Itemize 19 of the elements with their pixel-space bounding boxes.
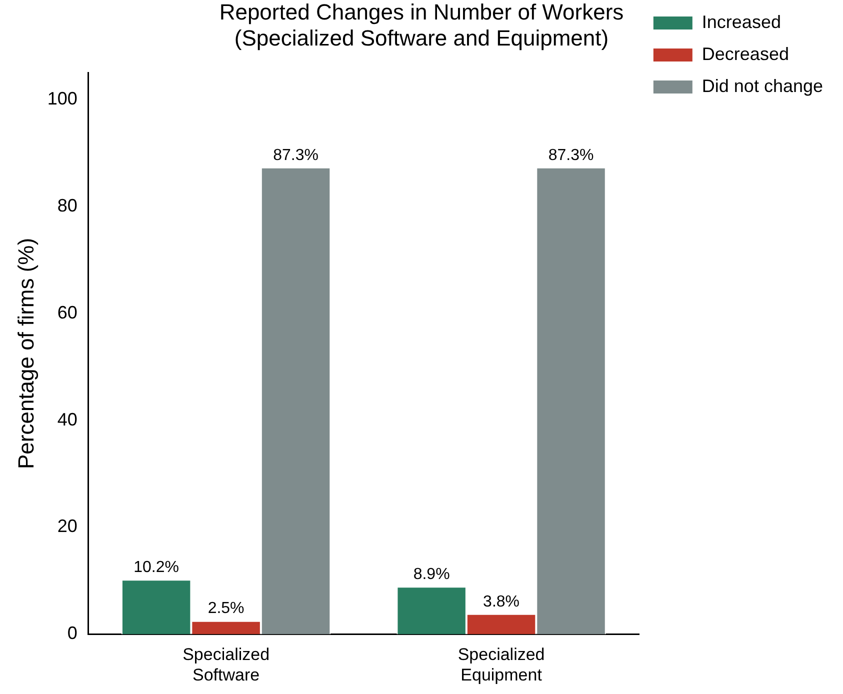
y-tick-label: 40 <box>57 409 78 430</box>
y-tick-label: 60 <box>57 302 78 322</box>
legend-label: Decreased <box>702 44 789 64</box>
legend-label: Did not change <box>702 76 824 96</box>
y-tick-label: 20 <box>57 516 78 536</box>
chart-title: Reported Changes in Number of Workers (Specialized Software and Equipment) <box>219 0 624 51</box>
data-label: 87.3% <box>273 146 318 164</box>
y-tick-label: 100 <box>47 88 78 108</box>
data-label: 10.2% <box>134 559 180 576</box>
data-label: 87.3% <box>548 146 594 164</box>
y-tick-label: 0 <box>67 623 78 644</box>
data-label: 2.5% <box>208 600 244 618</box>
y-tick-label: 80 <box>57 195 78 216</box>
data-label: 3.8% <box>483 593 520 610</box>
data-label: 8.9% <box>413 566 450 584</box>
legend-label: Increased <box>702 12 781 32</box>
x-tick-label: Specialized Software <box>182 645 270 684</box>
y-axis-title: Percentage of firms (%) <box>13 238 38 470</box>
x-tick-label: Specialized Equipment <box>458 645 545 684</box>
